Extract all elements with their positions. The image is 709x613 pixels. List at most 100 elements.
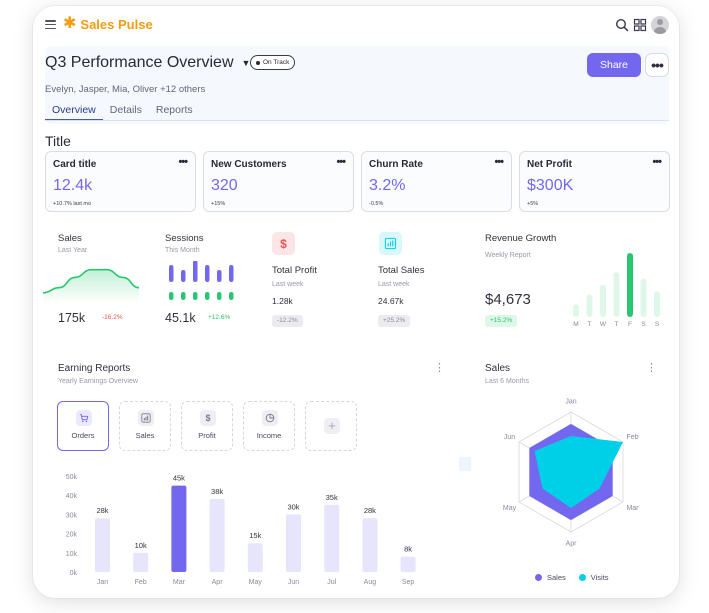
menu-icon[interactable] — [45, 20, 56, 29]
category-sales[interactable]: Sales — [119, 401, 171, 451]
kpi-card-new-customers: New Customers ••• 320 +15% — [203, 151, 354, 212]
bar-data-label: 30k — [287, 502, 299, 511]
bar-chart-icon — [384, 237, 397, 250]
category-profit[interactable]: $ Profit — [181, 401, 233, 451]
add-category-button[interactable]: + — [305, 401, 357, 451]
category-orders[interactable]: Orders — [57, 401, 109, 451]
bar-data-label: 8k — [404, 545, 412, 554]
share-button[interactable]: Share — [587, 53, 641, 77]
earning-bar[interactable] — [247, 543, 263, 572]
brand[interactable]: ✱ Sales Pulse — [63, 16, 153, 32]
y-tick-label: 40k — [66, 493, 78, 500]
user-avatar[interactable] — [651, 16, 669, 34]
kpi-value: 3.2% — [369, 177, 406, 194]
page-title-text: Q3 Performance Overview — [45, 54, 234, 71]
tab-bar: Overview Details Reports — [45, 103, 200, 121]
sessions-bars — [169, 261, 234, 300]
more-horizontal-icon[interactable]: ••• — [178, 156, 188, 168]
earning-bar[interactable] — [362, 518, 378, 572]
y-tick-label: 20k — [66, 532, 78, 539]
sales-sparkline-area — [43, 269, 139, 301]
legend-sales: Sales — [547, 573, 566, 582]
earning-reports-title: Earning Reports — [58, 363, 131, 374]
page-title[interactable]: Q3 Performance Overview ▼ — [45, 54, 250, 72]
radar-legend: Sales Visits — [535, 573, 609, 582]
members-list[interactable]: Evelyn, Jasper, Mia, Oliver +12 others — [45, 84, 206, 95]
x-tick-label: Sep — [402, 579, 415, 586]
tab-reports[interactable]: Reports — [155, 104, 193, 116]
revenue-growth-delta: +15.2% — [485, 315, 518, 327]
sessions-stat-value: 45.1k — [165, 311, 196, 325]
more-horizontal-icon[interactable]: ••• — [494, 156, 504, 168]
sessions-stat-sub: This Month — [165, 247, 200, 254]
kpi-title: Card title — [53, 159, 97, 170]
x-tick-label: Jun — [288, 579, 299, 586]
revenue-bar[interactable] — [573, 304, 579, 317]
brand-name: Sales Pulse — [80, 16, 153, 32]
sessions-bar — [229, 265, 234, 282]
revenue-bar[interactable] — [640, 278, 647, 317]
revenue-bar[interactable] — [654, 291, 660, 317]
total-sales-sub: Last week — [378, 281, 410, 288]
sessions-stat-label: Sessions — [165, 233, 204, 244]
cart-icon — [76, 410, 92, 426]
day-label: S — [655, 321, 660, 328]
day-label: T — [615, 321, 619, 328]
revenue-bar[interactable] — [586, 294, 593, 317]
radar-axis-label: Jan — [565, 399, 576, 406]
radar-axis-label: May — [503, 505, 517, 512]
kpi-value: 12.4k — [53, 177, 93, 194]
search-icon[interactable] — [615, 18, 629, 32]
more-horizontal-icon[interactable]: ••• — [652, 156, 662, 168]
kpi-title: Net Profit — [527, 159, 572, 170]
x-tick-label: Jan — [97, 579, 108, 586]
kpi-title: Churn Rate — [369, 159, 423, 170]
category-label: Income — [256, 431, 282, 440]
sessions-bar — [205, 265, 210, 282]
top-bar: ✱ Sales Pulse — [33, 6, 679, 46]
revenue-bar[interactable] — [627, 253, 633, 317]
kpi-change: +10.7% last mo — [53, 201, 92, 207]
sales-stat-label: Sales — [58, 233, 82, 244]
revenue-bar[interactable] — [613, 272, 620, 317]
earning-bar[interactable] — [171, 485, 187, 572]
more-vertical-icon[interactable]: ⋮ — [646, 362, 657, 374]
earning-bar[interactable] — [209, 499, 225, 572]
category-income[interactable]: Income — [243, 401, 295, 451]
more-horizontal-icon[interactable]: ••• — [336, 156, 346, 168]
sessions-bar — [181, 292, 186, 300]
day-label: M — [573, 321, 578, 328]
chevron-down-icon[interactable]: ▼ — [241, 58, 251, 68]
earning-bar[interactable] — [400, 556, 416, 572]
earning-bar[interactable] — [95, 518, 110, 572]
sessions-bar — [217, 292, 222, 300]
sessions-bar — [229, 292, 234, 300]
tab-details[interactable]: Details — [109, 104, 142, 116]
bar-data-label: 10k — [135, 541, 147, 550]
category-label: Sales — [135, 431, 155, 440]
kpi-card-net-profit: Net Profit ••• $300K +5% — [519, 151, 670, 212]
grid-icon[interactable] — [633, 18, 647, 32]
more-options-button[interactable]: ••• — [645, 53, 669, 77]
sessions-bar — [169, 292, 174, 300]
sales-sparkline — [43, 268, 139, 301]
more-vertical-icon[interactable]: ⋮ — [434, 362, 445, 374]
kpi-title: New Customers — [211, 159, 287, 170]
earning-bar[interactable] — [324, 504, 340, 572]
status-text: On Track — [263, 59, 290, 66]
revenue-bar[interactable] — [600, 285, 606, 317]
total-profit-value: 1.28k — [272, 296, 293, 306]
sessions-bar — [169, 265, 174, 282]
kpi-value: $300K — [527, 177, 574, 194]
radar-series-visits[interactable] — [534, 436, 623, 508]
earning-bar[interactable] — [286, 514, 301, 572]
kpi-change: +15% — [211, 201, 226, 207]
more-horizontal-icon: ••• — [651, 57, 664, 73]
earning-bar[interactable] — [133, 552, 149, 572]
revenue-growth-label: Revenue Growth — [485, 233, 557, 244]
scroll-handle[interactable] — [459, 457, 471, 471]
dollar-icon: $ — [280, 236, 287, 251]
tab-overview[interactable]: Overview — [45, 103, 103, 121]
sales-radar-chart: Jan Feb Mar Apr May Jun — [503, 399, 639, 548]
